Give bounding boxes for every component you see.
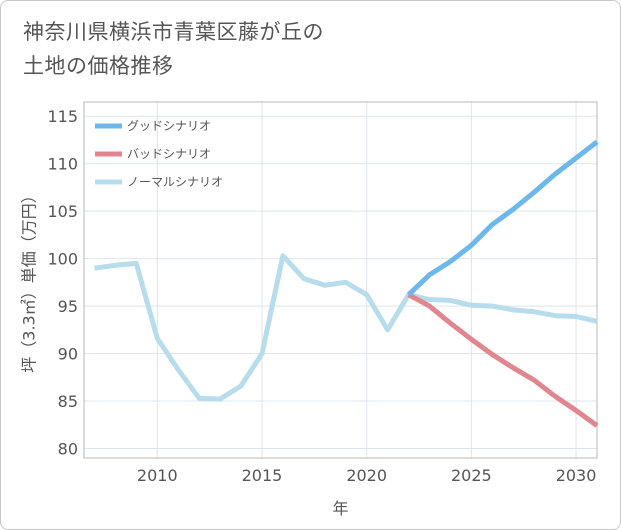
x-tick-label: 2025 [451,466,492,485]
chart-title: 神奈川県横浜市青葉区藤が丘の 土地の価格推移 [23,15,443,83]
x-tick-label: 2030 [556,466,597,485]
y-tick-label: 100 [47,250,78,269]
y-tick-label: 95 [58,297,78,316]
series-line-normal [94,253,598,402]
x-tick-label: 2010 [137,466,178,485]
chart-title-line2: 土地の価格推移 [23,54,174,78]
plot-frame [83,101,598,459]
y-tick-label: 115 [47,107,78,126]
y-tick-label: 85 [58,392,78,411]
series-line-good [406,139,599,297]
y-tick-label: 80 [58,440,78,459]
chart-title-line1: 神奈川県横浜市青葉区藤が丘の [23,20,324,44]
y-tick-labels: 80 85 90 95 100 105 110 115 [47,107,78,458]
x-tick-label: 2015 [242,466,283,485]
series-line-bad [407,292,599,428]
x-tick-label: 2020 [346,466,387,485]
series-lines [94,139,599,428]
legend-label: グッドシナリオ [127,119,211,133]
legend-label: バッドシナリオ [127,147,211,161]
y-tick-label: 105 [47,202,78,221]
x-axis-label: 年 [332,499,348,518]
y-tick-label: 90 [58,345,78,364]
x-tick-labels: 2010 2015 2020 2025 2030 [137,466,596,485]
legend-label: ノーマルシナリオ [127,175,223,189]
y-axis-label: 坪（3.3㎡）単価（万円） [20,187,39,372]
y-tick-label: 110 [47,155,78,174]
